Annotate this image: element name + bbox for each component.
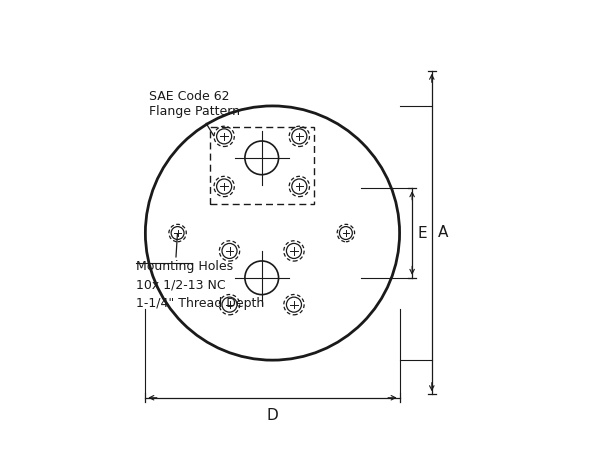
Text: SAE Code 62
Flange Pattern: SAE Code 62 Flange Pattern bbox=[149, 90, 240, 136]
Bar bbox=[210, 127, 313, 205]
Text: 10x 1/2-13 NC: 10x 1/2-13 NC bbox=[136, 279, 226, 292]
Text: 1-1/4" Thread Depth: 1-1/4" Thread Depth bbox=[136, 297, 264, 310]
Text: Mounting Holes: Mounting Holes bbox=[136, 260, 234, 273]
Text: E: E bbox=[418, 226, 427, 240]
Text: A: A bbox=[438, 225, 449, 240]
Text: D: D bbox=[267, 408, 278, 423]
